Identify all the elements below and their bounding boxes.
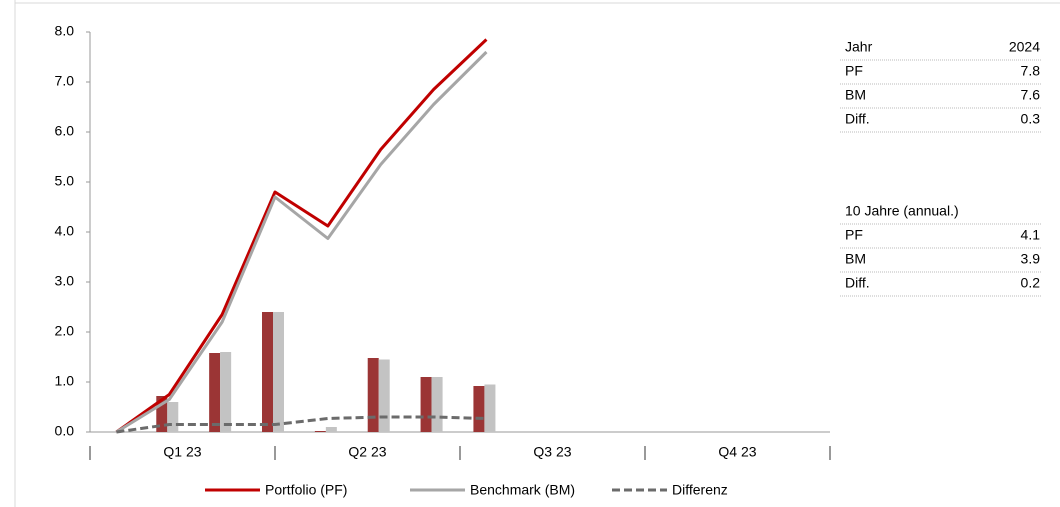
bar	[273, 312, 284, 432]
y-tick-label: 0.0	[55, 423, 75, 439]
bar	[367, 358, 379, 432]
table-cell: 10 Jahre (annual.)	[845, 203, 959, 219]
y-tick-label: 6.0	[55, 123, 75, 139]
bar	[156, 396, 168, 432]
legend-label: Differenz	[672, 482, 728, 498]
bar	[325, 427, 337, 432]
table-cell: Diff.	[845, 111, 870, 127]
y-tick-label: 4.0	[55, 223, 75, 239]
y-tick-label: 7.0	[55, 73, 75, 89]
table-cell: 7.6	[1021, 87, 1041, 103]
y-tick-label: 2.0	[55, 323, 75, 339]
legend-label: Portfolio (PF)	[265, 482, 347, 498]
bar	[314, 431, 326, 432]
x-tick-label: Q2 23	[348, 444, 386, 460]
table-cell: PF	[845, 63, 863, 79]
bar	[420, 377, 432, 432]
y-tick-label: 1.0	[55, 373, 75, 389]
table-cell: PF	[845, 227, 863, 243]
y-tick-label: 5.0	[55, 173, 75, 189]
table-cell: 7.8	[1021, 63, 1041, 79]
y-tick-label: 8.0	[55, 23, 75, 39]
line-series	[115, 38, 488, 434]
y-tick-label: 3.0	[55, 273, 75, 289]
table-cell: 4.1	[1021, 227, 1041, 243]
bar	[220, 352, 232, 432]
bar	[167, 402, 179, 432]
bar	[431, 377, 443, 432]
x-tick-label: Q3 23	[533, 444, 571, 460]
x-tick-label: Q4 23	[718, 444, 756, 460]
table-cell: BM	[845, 251, 866, 267]
bar	[484, 384, 496, 432]
table-cell: BM	[845, 87, 866, 103]
bar	[209, 353, 221, 432]
bar	[262, 312, 273, 432]
table-cell: 0.2	[1021, 275, 1041, 291]
bar	[378, 359, 390, 432]
bar	[473, 386, 485, 432]
x-tick-label: Q1 23	[163, 444, 201, 460]
table-cell: 3.9	[1021, 251, 1041, 267]
table-cell: Jahr	[845, 39, 873, 55]
table-cell: Diff.	[845, 275, 870, 291]
line-series	[116, 415, 487, 434]
table-cell: 0.3	[1021, 111, 1041, 127]
table-cell: 2024	[1009, 39, 1040, 55]
line-series	[115, 50, 488, 434]
legend-label: Benchmark (BM)	[470, 482, 575, 498]
